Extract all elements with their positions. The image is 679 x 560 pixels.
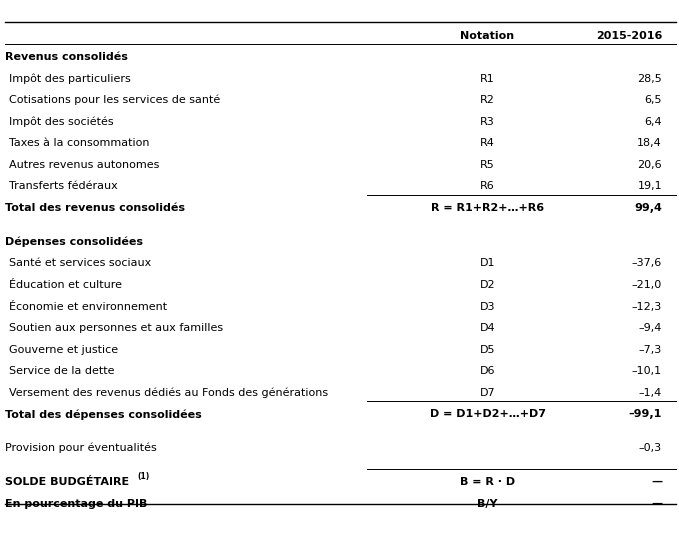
Text: 2015-2016: 2015-2016 (595, 31, 662, 41)
Text: Santé et services sociaux: Santé et services sociaux (9, 258, 151, 268)
Text: –10,1: –10,1 (632, 366, 662, 376)
Text: D6: D6 (480, 366, 495, 376)
Text: Cotisations pour les services de santé: Cotisations pour les services de santé (9, 95, 220, 105)
Text: R5: R5 (480, 160, 495, 170)
Text: Éducation et culture: Éducation et culture (9, 280, 122, 290)
Text: —: — (651, 498, 662, 508)
Text: R2: R2 (480, 95, 495, 105)
Text: D2: D2 (479, 280, 496, 290)
Text: Impôt des particuliers: Impôt des particuliers (9, 73, 130, 84)
Text: –12,3: –12,3 (631, 301, 662, 311)
Text: Total des dépenses consolidées: Total des dépenses consolidées (5, 409, 202, 419)
Text: Notation: Notation (460, 31, 515, 41)
Text: R6: R6 (480, 181, 495, 192)
Text: –37,6: –37,6 (631, 258, 662, 268)
Text: Dépenses consolidées: Dépenses consolidées (5, 236, 143, 247)
Text: 20,6: 20,6 (638, 160, 662, 170)
Text: D3: D3 (480, 301, 495, 311)
Text: 28,5: 28,5 (638, 73, 662, 83)
Text: Versement des revenus dédiés au Fonds des générations: Versement des revenus dédiés au Fonds de… (9, 388, 328, 398)
Text: Revenus consolidés: Revenus consolidés (5, 52, 128, 62)
Text: R1: R1 (480, 73, 495, 83)
Text: Taxes à la consommation: Taxes à la consommation (9, 138, 149, 148)
Text: –99,1: –99,1 (629, 409, 662, 419)
Text: –7,3: –7,3 (639, 344, 662, 354)
Text: –21,0: –21,0 (631, 280, 662, 290)
Text: D1: D1 (480, 258, 495, 268)
Text: SOLDE BUDGÉTAIRE: SOLDE BUDGÉTAIRE (5, 477, 130, 487)
Text: Provision pour éventualités: Provision pour éventualités (5, 443, 157, 454)
Text: Total des revenus consolidés: Total des revenus consolidés (5, 203, 185, 213)
Text: B = R · D: B = R · D (460, 477, 515, 487)
Text: D7: D7 (479, 388, 496, 398)
Text: R = R1+R2+…+R6: R = R1+R2+…+R6 (431, 203, 544, 213)
Text: –9,4: –9,4 (639, 323, 662, 333)
Text: 6,4: 6,4 (644, 116, 662, 127)
Text: B/Y: B/Y (477, 498, 498, 508)
Text: D = D1+D2+…+D7: D = D1+D2+…+D7 (430, 409, 545, 419)
Text: Impôt des sociétés: Impôt des sociétés (9, 116, 113, 127)
Text: Gouverne et justice: Gouverne et justice (9, 344, 118, 354)
Text: Soutien aux personnes et aux familles: Soutien aux personnes et aux familles (9, 323, 223, 333)
Text: R3: R3 (480, 116, 495, 127)
Text: Économie et environnement: Économie et environnement (9, 301, 167, 311)
Text: —: — (651, 477, 662, 487)
Text: 99,4: 99,4 (634, 203, 662, 213)
Text: (1): (1) (138, 472, 150, 480)
Text: En pourcentage du PIB: En pourcentage du PIB (5, 498, 148, 508)
Text: –0,3: –0,3 (639, 443, 662, 453)
Text: 18,4: 18,4 (638, 138, 662, 148)
Text: Transferts fédéraux: Transferts fédéraux (9, 181, 117, 192)
Text: Autres revenus autonomes: Autres revenus autonomes (9, 160, 159, 170)
Text: R4: R4 (480, 138, 495, 148)
Text: Service de la dette: Service de la dette (9, 366, 114, 376)
Text: 19,1: 19,1 (638, 181, 662, 192)
Text: D5: D5 (480, 344, 495, 354)
Text: D4: D4 (479, 323, 496, 333)
Text: 6,5: 6,5 (644, 95, 662, 105)
Text: –1,4: –1,4 (639, 388, 662, 398)
